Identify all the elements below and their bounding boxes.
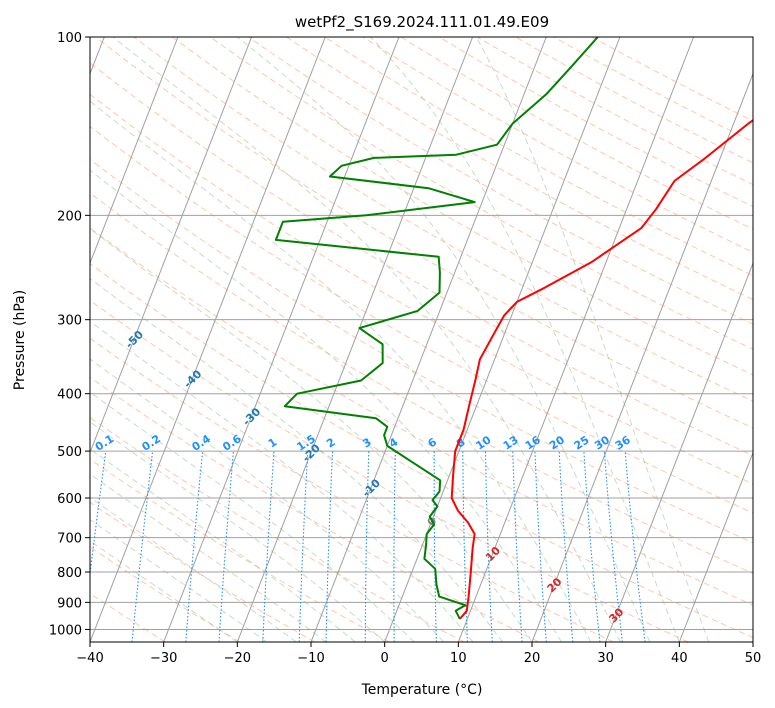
y-tick-label: 1000 — [49, 623, 82, 638]
y-tick-label: 800 — [57, 566, 82, 581]
x-tick-label: −10 — [297, 651, 324, 666]
mixing-ratio-line — [624, 451, 646, 642]
dry-adiabat-line — [90, 262, 753, 639]
x-tick-label: 20 — [524, 651, 541, 666]
sounding-line — [450, 119, 753, 620]
dry-adiabat-line — [90, 192, 753, 575]
dry-adiabat-line — [477, 37, 753, 186]
moist-adiabat-line — [90, 448, 356, 642]
y-tick-label: 100 — [57, 31, 82, 46]
x-tick-label: 10 — [450, 651, 467, 666]
mixing-ratio-line — [325, 451, 334, 642]
mixing-ratio-line — [512, 451, 523, 642]
moist-adiabat-line — [90, 320, 474, 642]
sounding-line — [274, 37, 599, 620]
moist-adiabat-line — [90, 421, 386, 642]
dry-adiabat-line — [90, 299, 689, 642]
x-tick-label: 40 — [671, 651, 688, 666]
dry-adiabat-line — [171, 37, 753, 376]
x-tick-label: 30 — [597, 651, 614, 666]
dry-adiabat-line — [439, 37, 753, 208]
dry-adiabat-line — [553, 37, 753, 143]
y-tick-label: 700 — [57, 532, 82, 547]
dry-adiabat-line — [90, 458, 390, 642]
isotherm-line — [457, 37, 695, 642]
mixing-ratio-line — [484, 451, 493, 642]
moist-adiabat-line — [90, 391, 415, 642]
x-tick-label: 50 — [745, 651, 762, 666]
y-tick-label: 600 — [57, 492, 82, 507]
dry-adiabat-line — [362, 37, 753, 253]
dry-adiabat-line — [90, 125, 753, 514]
isotherm-line — [605, 261, 753, 642]
x-tick-label: 0 — [381, 651, 389, 666]
isotherm-line — [236, 37, 474, 642]
y-tick-label: 500 — [57, 445, 82, 460]
mixing-ratio-line — [603, 451, 623, 642]
y-axis-label: Pressure (hPa) — [12, 290, 28, 390]
moist-adiabat-line — [236, 37, 651, 642]
isotherm-line — [531, 72, 753, 642]
dry-adiabat-line — [90, 501, 315, 642]
moist-adiabat-line — [90, 473, 327, 642]
dry-adiabat-line — [90, 62, 753, 457]
y-tick-label: 200 — [57, 209, 82, 224]
mixing-ratio-line — [218, 451, 234, 642]
isotherm-line — [384, 37, 621, 642]
moist-adiabat-line — [475, 37, 710, 642]
x-tick-label: −40 — [76, 651, 103, 666]
isotherm-line — [163, 37, 400, 642]
mixing-ratio-line — [433, 451, 437, 642]
dry-adiabat-line — [400, 37, 753, 230]
mixing-ratio-line — [262, 451, 275, 642]
dry-adiabat-line — [90, 93, 753, 485]
dry-adiabat-line — [95, 37, 753, 429]
dry-adiabat-line — [90, 227, 753, 606]
mixing-ratio-line — [393, 451, 396, 642]
moist-adiabat-line — [90, 277, 503, 642]
y-tick-label: 300 — [57, 314, 82, 329]
x-tick-label: −30 — [150, 651, 177, 666]
isotherm-line — [90, 37, 179, 265]
mixing-ratio-line — [298, 451, 309, 642]
mixing-ratio-line — [583, 451, 601, 642]
moist-adiabat-line — [90, 358, 444, 642]
x-axis-label: Temperature (°C) — [361, 682, 483, 698]
mixing-ratio-line — [558, 451, 574, 642]
isotherm-line — [678, 451, 753, 642]
mixing-ratio-line — [364, 451, 370, 642]
isotherm-line — [90, 37, 253, 454]
y-tick-label: 900 — [57, 596, 82, 611]
dry-adiabat-line — [90, 337, 614, 642]
y-tick-label: 400 — [57, 388, 82, 403]
dry-adiabat-line — [90, 376, 540, 642]
chart-title: wetPf2_S169.2024.111.01.49.E09 — [295, 13, 549, 32]
plot-area: 0.10.20.40.611.52346810131620253036-100-… — [90, 37, 753, 642]
plot-frame — [89, 36, 754, 643]
mixing-ratio-line — [131, 451, 154, 642]
isotherm-line — [90, 37, 326, 642]
mixing-ratio-line — [185, 451, 204, 642]
dry-adiabat-line — [210, 37, 753, 350]
isotherm-line — [310, 37, 547, 642]
moist-adiabat-line — [112, 37, 621, 642]
mixing-ratio-line — [534, 451, 547, 642]
dry-adiabat-line — [133, 37, 753, 402]
moist-adiabat-line — [370, 37, 680, 642]
dry-adiabat-line — [515, 37, 753, 164]
moist-adiabat-line — [90, 100, 592, 642]
axes: −40 −30 −20 −10 0 10 20 30 40 50 100 200 300 400 500 60… — [49, 31, 761, 666]
moist-adiabat-line — [90, 228, 533, 642]
x-tick-label: −20 — [224, 651, 251, 666]
